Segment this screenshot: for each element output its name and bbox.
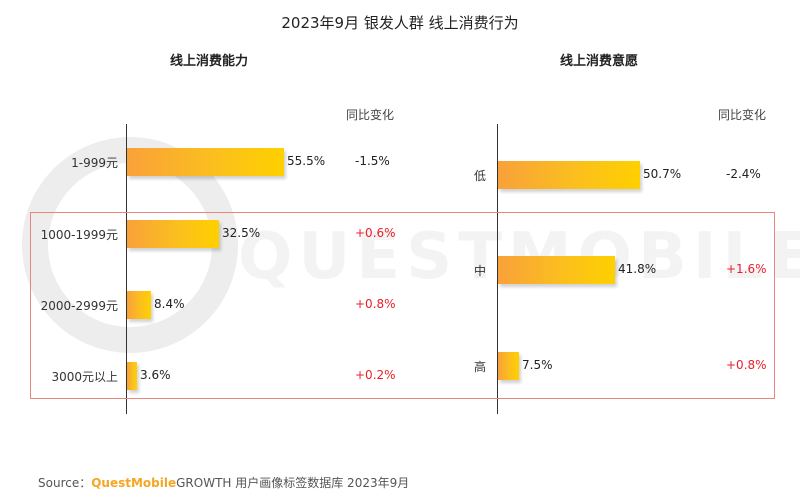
right-category-label: 中 bbox=[473, 264, 486, 278]
right-category-label: 低 bbox=[473, 169, 486, 183]
source-text: GROWTH 用户画像标签数据库 2023年9月 bbox=[176, 476, 410, 490]
left-value-label: 55.5% bbox=[287, 154, 326, 168]
right-value-label: 41.8% bbox=[618, 262, 657, 276]
right-bar bbox=[498, 256, 615, 284]
right-value-label: 7.5% bbox=[522, 358, 553, 372]
highlight-box bbox=[30, 212, 775, 399]
left-value-label: 32.5% bbox=[222, 226, 261, 240]
source-prefix: Source： bbox=[38, 476, 92, 490]
left-value-label: 3.6% bbox=[140, 368, 171, 382]
left-category-label: 1-999元 bbox=[71, 156, 118, 170]
left-change-header: 同比变化 bbox=[346, 108, 395, 122]
left-axis-line bbox=[126, 124, 127, 414]
right-bar bbox=[498, 161, 640, 189]
right-chart-title: 线上消费意愿 bbox=[560, 54, 639, 69]
right-change-label: -2.4% bbox=[726, 167, 761, 181]
right-axis-line bbox=[497, 124, 498, 414]
left-category-label: 2000-2999元 bbox=[40, 299, 118, 313]
left-value-label: 8.4% bbox=[154, 297, 185, 311]
left-change-label: -1.5% bbox=[355, 154, 390, 168]
right-bar bbox=[498, 352, 519, 380]
left-bar bbox=[127, 220, 219, 248]
source-line: Source：QuestMobileGROWTH 用户画像标签数据库 2023年… bbox=[38, 474, 409, 491]
right-change-header: 同比变化 bbox=[718, 108, 767, 122]
left-change-label: +0.6% bbox=[355, 226, 396, 240]
page-title: 2023年9月 银发人群 线上消费行为 bbox=[281, 14, 519, 32]
left-chart-title: 线上消费能力 bbox=[170, 54, 249, 69]
right-change-label: +0.8% bbox=[726, 358, 767, 372]
right-change-label: +1.6% bbox=[726, 262, 767, 276]
left-bar bbox=[127, 291, 151, 319]
right-category-label: 高 bbox=[473, 360, 486, 374]
left-change-label: +0.8% bbox=[355, 297, 396, 311]
right-value-label: 50.7% bbox=[643, 167, 682, 181]
source-brand: QuestMobile bbox=[91, 476, 177, 490]
left-bar bbox=[127, 148, 284, 176]
left-change-label: +0.2% bbox=[355, 368, 396, 382]
left-category-label: 1000-1999元 bbox=[40, 228, 118, 242]
left-bar bbox=[127, 362, 137, 390]
left-category-label: 3000元以上 bbox=[51, 370, 118, 384]
